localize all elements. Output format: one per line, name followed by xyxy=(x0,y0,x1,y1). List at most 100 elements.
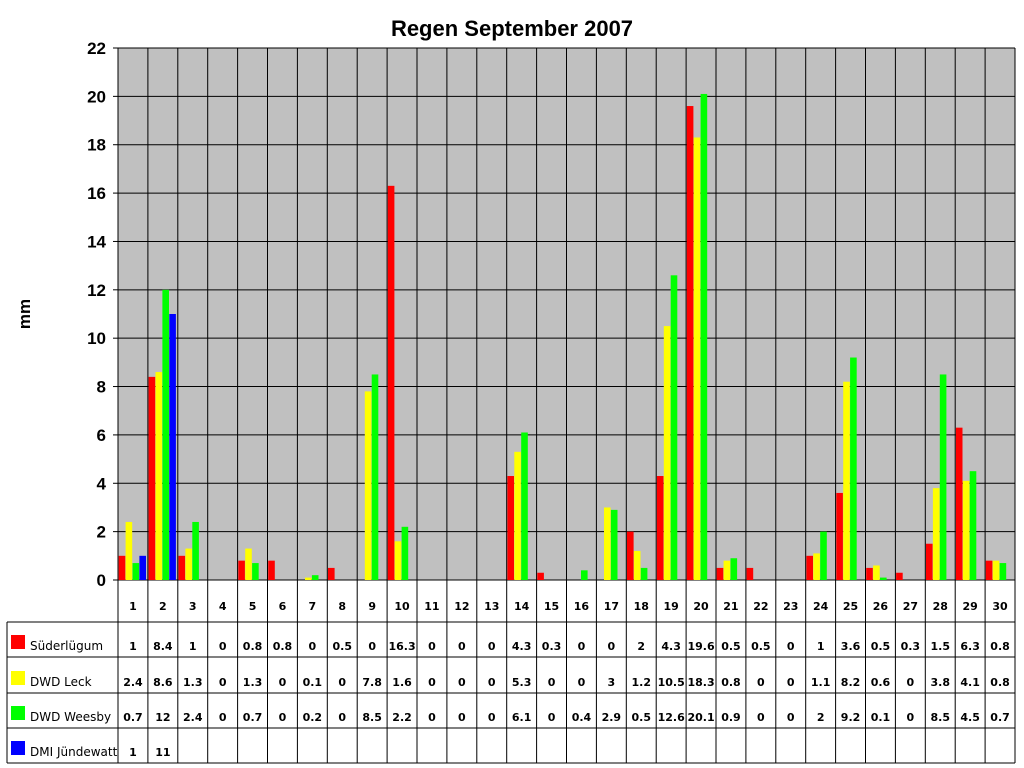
table-value: 4.1 xyxy=(960,676,980,689)
legend-swatch xyxy=(11,706,25,720)
y-tick-label: 16 xyxy=(87,184,106,203)
bar-s-derl-gum xyxy=(118,555,126,580)
bar-dwd-leck xyxy=(394,541,402,580)
bar-dmi-j-ndewatt xyxy=(169,314,176,580)
table-value: 0 xyxy=(368,640,376,653)
table-value: 2 xyxy=(817,711,825,724)
y-tick-label: 6 xyxy=(97,426,106,445)
bar-dwd-weesby xyxy=(880,577,887,580)
table-value: 0.7 xyxy=(243,711,263,724)
x-tick-label: 3 xyxy=(189,600,197,613)
bar-dwd-weesby xyxy=(610,509,618,580)
x-tick-label: 29 xyxy=(962,600,977,613)
bar-s-derl-gum xyxy=(627,531,634,580)
y-tick-label: 2 xyxy=(97,523,106,542)
table-value: 0 xyxy=(338,676,346,689)
bar-dwd-weesby xyxy=(969,471,977,580)
table-value: 0.8 xyxy=(721,676,741,689)
table-value: 0.7 xyxy=(123,711,143,724)
legend-label: Süderlügum xyxy=(30,639,103,653)
table-value: 2.4 xyxy=(123,676,143,689)
table-value: 1.6 xyxy=(392,676,412,689)
bar-dwd-leck xyxy=(932,488,940,580)
bar-s-derl-gum xyxy=(716,567,724,580)
bar-dwd-leck xyxy=(155,372,163,580)
bar-dwd-leck xyxy=(663,326,671,580)
table-value: 0.8 xyxy=(990,640,1010,653)
table-value: 0 xyxy=(787,676,795,689)
bar-dwd-weesby xyxy=(401,526,409,580)
y-tick-label: 0 xyxy=(97,571,106,590)
y-tick-label: 8 xyxy=(97,378,106,397)
x-tick-label: 28 xyxy=(933,600,948,613)
table-value: 8.5 xyxy=(362,711,382,724)
table-value: 5.3 xyxy=(512,676,532,689)
table-value: 1 xyxy=(817,640,825,653)
table-value: 0.3 xyxy=(542,640,562,653)
bar-s-derl-gum xyxy=(537,572,544,580)
bar-dwd-weesby xyxy=(252,563,259,580)
x-tick-label: 4 xyxy=(219,600,227,613)
bar-dwd-leck xyxy=(813,553,820,580)
table-value: 19.6 xyxy=(687,640,714,653)
y-tick-label: 18 xyxy=(87,136,106,155)
legend-label: DWD Weesby xyxy=(30,710,111,724)
table-value: 12.6 xyxy=(658,711,685,724)
x-tick-label: 21 xyxy=(723,600,738,613)
bar-s-derl-gum xyxy=(955,427,963,580)
bar-dwd-leck xyxy=(633,550,641,580)
y-tick-label: 22 xyxy=(87,39,106,58)
table-value: 8.4 xyxy=(153,640,173,653)
bar-s-derl-gum xyxy=(328,567,335,580)
x-tick-label: 20 xyxy=(693,600,709,613)
bar-s-derl-gum xyxy=(178,555,186,580)
table-value: 8.2 xyxy=(841,676,861,689)
table-value: 0 xyxy=(488,676,496,689)
table-value: 0 xyxy=(488,640,496,653)
bar-s-derl-gum xyxy=(148,376,156,580)
table-value: 4.5 xyxy=(960,711,980,724)
bar-s-derl-gum xyxy=(387,185,395,580)
table-value: 0.1 xyxy=(871,711,891,724)
table-value: 18.3 xyxy=(687,676,714,689)
bar-dwd-leck xyxy=(514,451,521,580)
table-value: 0 xyxy=(757,676,765,689)
table-value: 1 xyxy=(189,640,197,653)
x-tick-label: 2 xyxy=(159,600,167,613)
table-value: 0 xyxy=(309,640,317,653)
bar-s-derl-gum xyxy=(926,543,933,580)
legend-swatch xyxy=(11,671,25,685)
table-value: 1.1 xyxy=(811,676,831,689)
table-value: 1.3 xyxy=(243,676,263,689)
table-value: 1 xyxy=(129,640,137,653)
table-value: 8.6 xyxy=(153,676,173,689)
bar-dwd-weesby xyxy=(820,531,827,580)
bar-dwd-weesby xyxy=(640,567,648,580)
table-value: 0 xyxy=(219,640,227,653)
table-value: 0 xyxy=(608,640,616,653)
y-tick-label: 20 xyxy=(87,87,106,106)
bar-s-derl-gum xyxy=(836,492,843,580)
bar-dwd-weesby xyxy=(162,289,169,580)
data-table: 1 2 3 4 5 6 7 8 9 10 11 12 13 14 15 16 17 18 19 20 21 22 23 24 2… xyxy=(6,580,1016,764)
table-value: 4.3 xyxy=(512,640,532,653)
bar-dwd-weesby xyxy=(730,558,738,580)
table-value: 0 xyxy=(458,676,466,689)
table-value: 0 xyxy=(787,640,795,653)
table-value: 1.3 xyxy=(183,676,203,689)
table-value: 2.4 xyxy=(183,711,203,724)
bar-s-derl-gum xyxy=(746,567,754,580)
x-tick-label: 5 xyxy=(249,600,257,613)
bar-s-derl-gum xyxy=(268,560,275,580)
y-tick-label: 12 xyxy=(87,281,106,300)
bar-s-derl-gum xyxy=(507,476,514,580)
table-value: 3.6 xyxy=(841,640,861,653)
table-value: 0 xyxy=(219,711,227,724)
bar-dwd-leck xyxy=(723,560,731,580)
bar-s-derl-gum xyxy=(985,560,993,580)
table-value: 10.5 xyxy=(658,676,685,689)
bar-dwd-leck xyxy=(245,548,252,580)
legend-label: DWD Leck xyxy=(30,675,92,689)
bar-dwd-leck xyxy=(364,391,372,580)
table-value: 2.2 xyxy=(392,711,412,724)
